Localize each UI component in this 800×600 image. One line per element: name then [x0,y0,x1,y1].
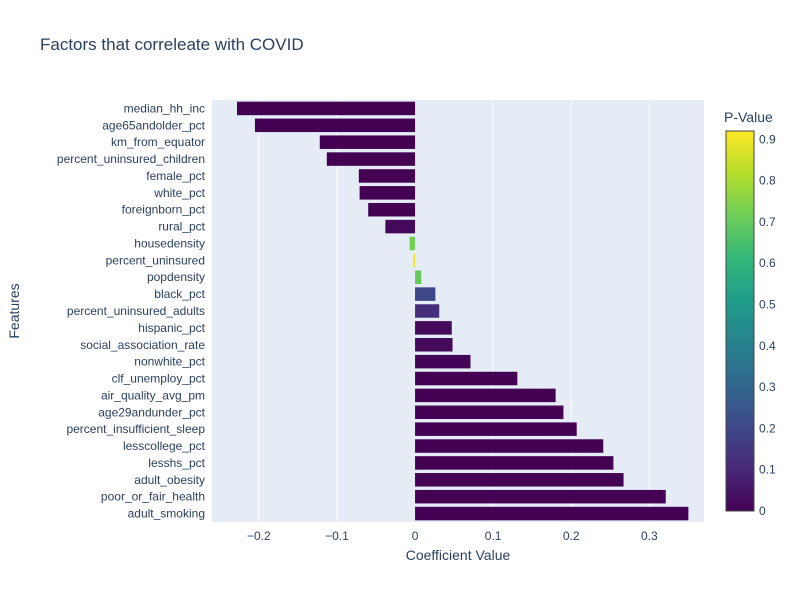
bar-km_from_equator [319,135,416,149]
x-tick-label: −0.1 [325,529,349,543]
y-tick-label: percent_insufficient_sleep [66,422,205,436]
y-tick-label: adult_smoking [128,507,205,521]
y-tick-label: air_quality_avg_pm [101,388,205,402]
x-tick-labels: −0.2 −0.1 0 0.1 0.2 0.3 [247,529,658,543]
y-axis-title: Features [6,283,22,338]
colorbar-tick-label: 0.9 [759,132,776,146]
y-tick-label: housedensity [134,236,205,250]
colorbar-tick-label: 0.3 [759,380,776,394]
y-tick-label: black_pct [154,287,205,301]
bars [236,101,689,521]
y-tick-label: km_from_equator [111,135,205,149]
y-tick-label: lesshs_pct [148,456,205,470]
bar-percent_uninsured [413,253,416,268]
bar-age65andolder_pct [254,118,416,133]
bar-black_pct [415,287,436,301]
bar-percent_uninsured_adults [415,304,440,318]
bar-female_pct [358,169,416,183]
y-tick-label: clf_unemploy_pct [112,372,206,386]
bar-percent_insufficient_sleep [415,422,577,436]
y-tick-label: female_pct [146,169,205,183]
bar-air_quality_avg_pm [415,388,556,403]
bar-percent_uninsured_children [326,152,416,166]
x-tick-label: 0.1 [485,529,502,543]
bar-poor_or_fair_health [415,489,666,504]
colorbar-tick-label: 0.5 [759,297,776,311]
bar-adult_smoking [415,506,689,521]
bar-median_hh_inc [236,101,416,116]
y-tick-label: hispanic_pct [138,321,205,335]
colorbar-title: P-Value [724,109,773,125]
colorbar-tick-label: 0.8 [759,174,776,188]
y-tick-label: social_association_rate [80,338,205,352]
bar-lesshs_pct [415,456,614,470]
x-tick-label: 0 [412,529,419,543]
bar-hispanic_pct [415,321,452,335]
y-tick-label: poor_or_fair_health [101,490,205,504]
bar-social_association_rate [415,338,453,352]
y-tick-label: lesscollege_pct [123,439,206,453]
bar-nonwhite_pct [415,354,471,369]
bar-white_pct [359,186,416,200]
colorbar-tick-label: 0.6 [759,256,776,270]
bar-rural_pct [385,219,416,234]
y-tick-label: median_hh_inc [124,101,205,115]
y-tick-labels: median_hh_inc age65andolder_pct km_from_eq… [57,101,206,520]
colorbar-tick-label: 0.1 [759,463,776,477]
bar-popdensity [415,270,422,284]
colorbar-gradient [725,130,755,512]
colorbar-ticks: 0 0.1 0.2 0.3 0.4 0.5 0.6 0.7 0.8 0.9 [759,132,776,518]
y-tick-label: foreignborn_pct [122,203,206,217]
bar-foreignborn_pct [368,202,416,217]
x-tick-label: 0.2 [563,529,580,543]
colorbar: P-Value 0 0.1 0.2 0.3 0.4 0.5 0.6 0.7 0.8 0.9 [724,109,776,518]
bar-age29andunder_pct [415,405,564,420]
colorbar-tick-label: 0.2 [759,421,776,435]
bar-lesscollege_pct [415,439,604,453]
y-tick-label: adult_obesity [134,473,205,487]
colorbar-tick-label: 0.4 [759,339,776,353]
y-tick-label: rural_pct [158,220,205,234]
y-tick-label: popdensity [147,270,205,284]
colorbar-tick-label: 0.7 [759,215,776,229]
y-tick-label: nonwhite_pct [134,355,205,369]
colorbar-tick-label: 0 [759,504,766,518]
bar-clf_unemploy_pct [415,371,518,386]
y-tick-label: percent_uninsured_adults [67,304,205,318]
bar-adult_obesity [415,473,624,487]
y-tick-label: age65andolder_pct [102,118,205,132]
y-tick-label: age29andunder_pct [98,405,205,419]
y-tick-label: white_pct [153,186,205,200]
x-axis-title: Coefficient Value [406,547,511,563]
x-tick-label: 0.3 [641,529,658,543]
y-tick-label: percent_uninsured [106,253,205,267]
y-tick-label: percent_uninsured_children [57,152,205,166]
x-tick-label: −0.2 [247,529,271,543]
chart-title: Factors that correleate with COVID [40,35,304,54]
bar-housedensity [409,236,416,251]
